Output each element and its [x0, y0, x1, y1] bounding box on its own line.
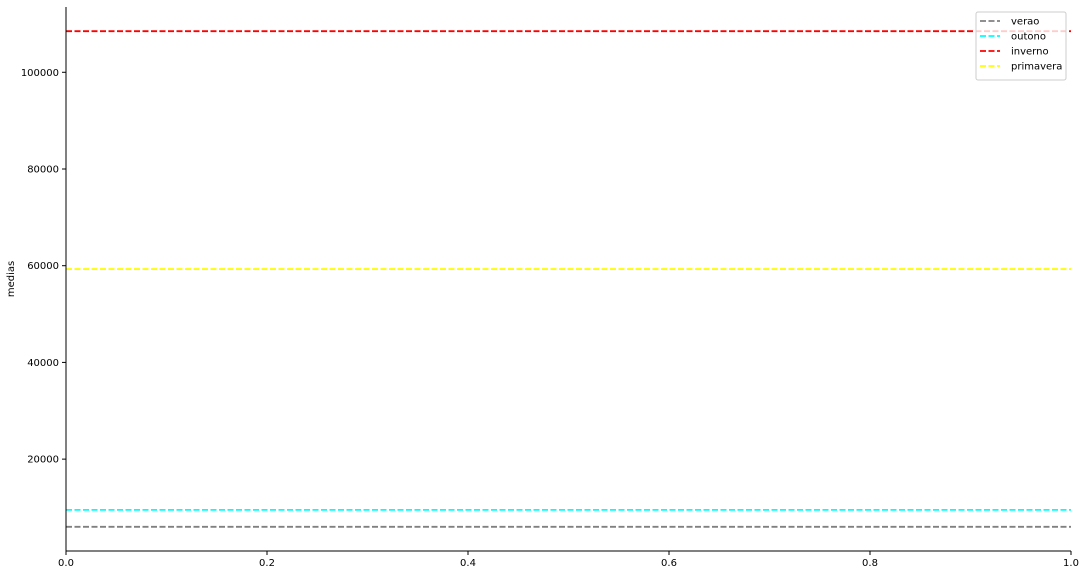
legend-label: primavera [1011, 62, 1062, 73]
x-tick-label: 1.0 [1063, 558, 1079, 569]
x-tick-label: 0.0 [58, 558, 74, 569]
x-tick-label: 0.2 [259, 558, 275, 569]
series-layer [66, 30, 1071, 528]
y-tick-label: 80000 [27, 164, 59, 175]
x-tick-label: 0.8 [862, 558, 878, 569]
y-tick-label: 60000 [27, 261, 59, 272]
y-ticks: 20000 40000 60000 80000 100000 [21, 68, 66, 466]
x-tick-label: 0.6 [661, 558, 677, 569]
y-tick-label: 40000 [27, 358, 59, 369]
legend-box [975, 11, 1067, 81]
x-ticks: 0.0 0.2 0.4 0.6 0.8 1.0 [58, 551, 1079, 569]
y-tick-label: 20000 [27, 455, 59, 466]
y-tick-label: 100000 [21, 68, 59, 79]
legend-label: inverno [1011, 47, 1049, 58]
legend-label: verao [1011, 17, 1039, 28]
y-axis-title: medias [6, 261, 17, 297]
axes [65, 7, 1071, 552]
legend: verao outono inverno primavera [975, 11, 1067, 81]
x-tick-label: 0.4 [460, 558, 476, 569]
legend-label: outono [1011, 32, 1046, 43]
